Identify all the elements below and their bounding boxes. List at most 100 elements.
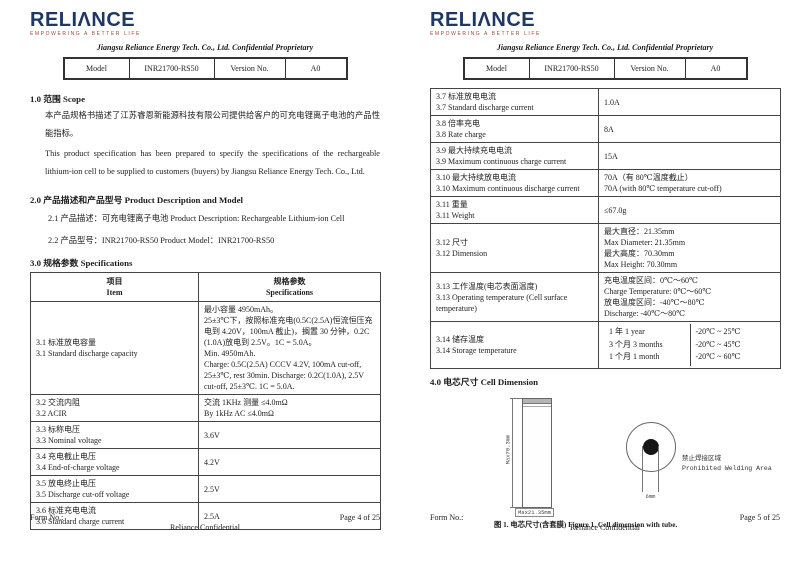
page-header: RELIΛNCE EMPOWERING A BETTER LIFE Jiangs…: [430, 10, 780, 80]
spec-table-page4: 项目 Item 规格参数 Specifications 3.1 标准放电容量 3.…: [30, 272, 381, 530]
logo-tagline: EMPOWERING A BETTER LIFE: [430, 31, 541, 37]
table-row: Model INR21700-RS50 Version No. A0: [463, 57, 747, 80]
model-version-table: Model INR21700-RS50 Version No. A0: [62, 57, 348, 80]
page-header: RELIΛNCE EMPOWERING A BETTER LIFE Jiangs…: [30, 10, 380, 80]
spec-cell: 充电温度区间：0℃～60℃ Charge Temperature: 0℃～60℃…: [598, 272, 781, 322]
table-row: 3.7 标准放电电流 3.7 Standard discharge current…: [430, 88, 781, 116]
item-2-1: 2.1 产品描述：可充电锂离子电池 Product Description: R…: [48, 214, 345, 223]
table-header-row: 项目 Item 规格参数 Specifications: [30, 272, 381, 302]
header-spec-cn: 规格参数: [273, 277, 306, 286]
table-row: Model INR21700-RS50 Version No. A0: [63, 57, 347, 80]
weld-dim-line-right: [658, 445, 659, 492]
item-cell: 3.12 尺寸 3.12 Dimension: [430, 223, 599, 273]
scope-paragraph-en: This product specification has been prep…: [45, 149, 380, 176]
item-cell: 3.2 交流内阻 3.2 ACIR: [30, 394, 199, 422]
page-number: Page 5 of 25: [739, 513, 780, 522]
spec-cell: 70A（有 80℃温度截止） 70A (with 80℃ temperature…: [598, 169, 781, 197]
table-row-storage-temperature: 3.14 储存温度 3.14 Storage temperature 1 年 1 …: [430, 321, 781, 369]
item-cell: 3.4 充电截止电压 3.4 End-of-charge voltage: [30, 448, 199, 476]
table-row: 3.6 标准充电电流 3.6 Standard charge current 2.…: [30, 502, 381, 530]
spec-cell-storage: 1 年 1 year 3 个月 3 months 1 个月 1 month -2…: [598, 321, 781, 369]
model-value: INR21700-RS50: [128, 57, 215, 80]
dim-tick: [510, 506, 522, 508]
page-footer: Form No.: Page 5 of 25 Reliance Confiden…: [430, 513, 780, 532]
table-row: 3.12 尺寸 3.12 Dimension 最大直径：21.35mm Max D…: [430, 223, 781, 273]
cell-top-view-circle: [626, 421, 676, 472]
item-cell: 3.1 标准放电容量 3.1 Standard discharge capacit…: [30, 301, 199, 395]
item-cell: 3.6 标准充电电流 3.6 Standard charge current: [30, 502, 199, 530]
item-cell: 3.13 工作温度(电芯表面温度) 3.13 Operating temperat…: [430, 272, 599, 322]
header-item-en: Item: [106, 288, 123, 297]
version-label: Version No.: [613, 57, 686, 80]
item-cell: 3.10 最大持续放电电流 3.10 Maximum continuous dis…: [430, 169, 599, 197]
section-2-title: 2.0 产品描述和产品型号 Product Description and Mo…: [30, 195, 243, 205]
max-diameter-label: Max21.35mm: [515, 507, 555, 517]
model-label: Model: [463, 57, 530, 80]
model-value: INR21700-RS50: [528, 57, 615, 80]
spec-cell: 4.2V: [198, 448, 381, 476]
column-header-specifications: 规格参数 Specifications: [198, 272, 381, 302]
height-dimension-line: [512, 397, 513, 508]
spec-cell: 2.5A: [198, 502, 381, 530]
table-row: 3.11 重量 3.11 Weight ≤67.0g: [430, 196, 781, 224]
spec-cell: 交流 1KHz 测量 ≤4.0mΩ By 1kHz AC ≤4.0mΩ: [198, 394, 381, 422]
item-cell: 3.8 倍率充电 3.8 Rate charge: [430, 115, 599, 143]
weld-spot-dimension: 6mm: [645, 492, 656, 500]
column-header-item: 项目 Item: [30, 272, 199, 302]
table-row: 3.9 最大持续充电电流 3.9 Maximum continuous charg…: [430, 142, 781, 170]
dim-tick: [510, 397, 522, 399]
header-item-cn: 项目: [106, 277, 123, 286]
prohibited-welding-spot: [643, 438, 659, 455]
company-confidential-line: Jiangsu Reliance Energy Tech. Co., Ltd. …: [496, 43, 714, 52]
form-no-label: Form No.:: [430, 513, 464, 522]
item-cell: 3.14 储存温度 3.14 Storage temperature: [430, 321, 599, 369]
cell-side-view: [522, 397, 552, 508]
spec-cell: 3.6V: [198, 421, 381, 449]
form-no-label: Form No.:: [30, 513, 64, 522]
page-4: RELIΛNCE EMPOWERING A BETTER LIFE Jiangs…: [30, 10, 381, 532]
company-confidential-line: Jiangsu Reliance Energy Tech. Co., Ltd. …: [96, 43, 314, 52]
table-row: 3.4 充电截止电压 3.4 End-of-charge voltage 4.2V: [30, 448, 381, 476]
figure-caption: 图 1. 电芯尺寸(含套膜) Figure 1. Cell dimension …: [494, 519, 678, 529]
section-3-title: 3.0 规格参数 Specifications: [30, 258, 133, 268]
version-value: A0: [284, 57, 347, 80]
model-label: Model: [63, 57, 130, 80]
spec-cell: 2.5V: [198, 475, 381, 503]
logo-tagline: EMPOWERING A BETTER LIFE: [30, 31, 141, 37]
cell-dimension-figure: Max70.3mm Max21.35mm 6mm 禁止焊接区域 Prohibit…: [430, 394, 780, 517]
spec-cell: 最大直径：21.35mm Max Diameter: 21.35mm 最大高度：…: [598, 223, 781, 273]
page-number: Page 4 of 25: [339, 513, 380, 522]
table-row: 3.3 标称电压 3.3 Nominal voltage 3.6V: [30, 421, 381, 449]
confidential-label: Reliance Confidential: [170, 523, 240, 532]
table-row: 3.1 标准放电容量 3.1 Standard discharge capacit…: [30, 301, 381, 395]
page-footer: Form No.: Page 4 of 25 Reliance Confiden…: [30, 513, 380, 532]
max-height-label: Max70.3mm: [504, 434, 512, 464]
prohibited-welding-area-label: 禁止焊接区域 Prohibited Welding Area: [682, 454, 772, 472]
spec-cell: 15A: [598, 142, 781, 170]
cell-cap-seam: [523, 405, 551, 407]
spec-table-page5: 3.7 标准放电电流 3.7 Standard discharge current…: [430, 88, 781, 369]
storage-ranges: -20℃ ~ 25℃ -20℃ ~ 45℃ -20℃ ~ 60℃: [689, 324, 776, 366]
version-label: Version No.: [213, 57, 286, 80]
item-cell: 3.9 最大持续充电电流 3.9 Maximum continuous charg…: [430, 142, 599, 170]
cell-top-cap: [523, 398, 551, 404]
spec-cell: 最小容量 4950mAh。 25±3℃下，按照标准充电(0.5C(2.5A)恒流…: [198, 301, 381, 395]
table-row: 3.8 倍率充电 3.8 Rate charge 8A: [430, 115, 781, 143]
weld-dim-line-left: [642, 445, 643, 492]
table-row: 3.10 最大持续放电电流 3.10 Maximum continuous dis…: [430, 169, 781, 197]
scope-paragraph-cn: 本产品规格书描述了江苏睿恩新能源科技有限公司提供给客户的可充电锂离子电池的产品性…: [45, 111, 380, 138]
item-cell: 3.5 放电终止电压 3.5 Discharge cut-off voltage: [30, 475, 199, 503]
table-row: 3.5 放电终止电压 3.5 Discharge cut-off voltage …: [30, 475, 381, 503]
section-1-title: 1.0 范围 Scope: [30, 94, 85, 104]
header-spec-en: Specifications: [265, 288, 314, 297]
reliance-logo: RELIΛNCE: [30, 9, 136, 31]
spec-cell: 1.0A: [598, 88, 781, 116]
item-cell: 3.7 标准放电电流 3.7 Standard discharge current: [430, 88, 599, 116]
storage-periods: 1 年 1 year 3 个月 3 months 1 个月 1 month: [609, 327, 663, 361]
table-row: 3.13 工作温度(电芯表面温度) 3.13 Operating temperat…: [430, 272, 781, 322]
spec-cell: ≤67.0g: [598, 196, 781, 224]
item-cell: 3.11 重量 3.11 Weight: [430, 196, 599, 224]
item-cell: 3.3 标称电压 3.3 Nominal voltage: [30, 421, 199, 449]
reliance-logo: RELIΛNCE: [430, 9, 536, 31]
